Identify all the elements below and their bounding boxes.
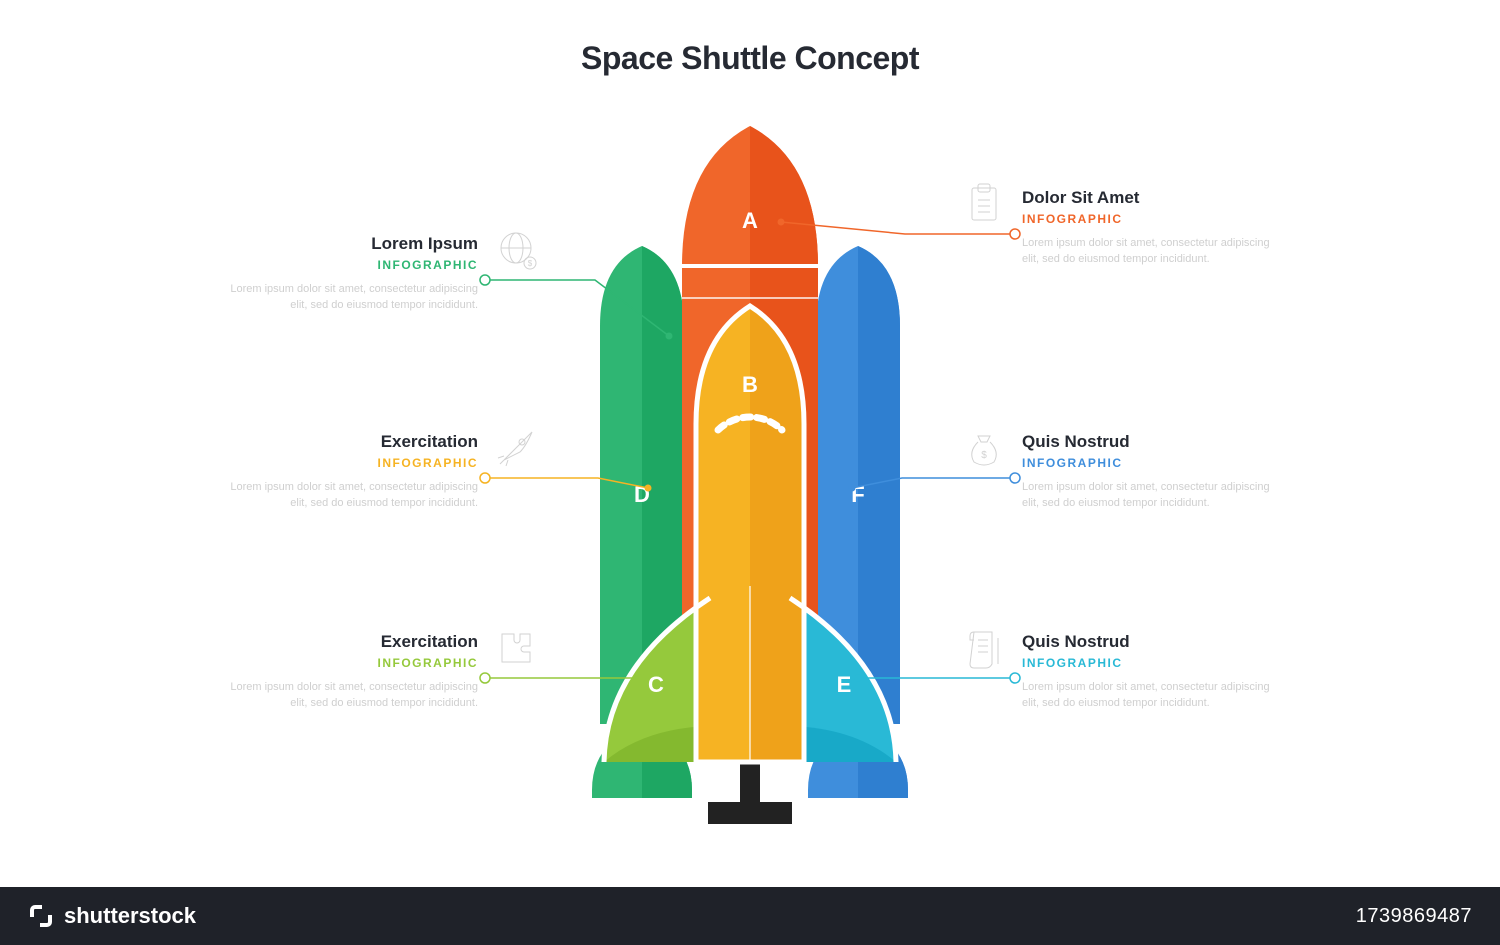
part-letter-f: F (851, 482, 864, 507)
puzzle-icon (492, 624, 540, 672)
callout-subtitle: INFOGRAPHIC (218, 456, 478, 470)
shuttle-graphic: A B C D E F (540, 126, 960, 846)
callout-a: Dolor Sit Amet INFOGRAPHIC Lorem ipsum dol… (1022, 188, 1282, 268)
callout-body: Lorem ipsum dolor sit amet, consectetur … (218, 282, 478, 314)
scroll-icon (960, 624, 1008, 672)
callout-subtitle: INFOGRAPHIC (1022, 656, 1282, 670)
part-letter-e: E (837, 672, 852, 697)
callout-subtitle: INFOGRAPHIC (218, 656, 478, 670)
callout-body: Lorem ipsum dolor sit amet, consectetur … (1022, 480, 1282, 512)
callout-subtitle: INFOGRAPHIC (1022, 212, 1282, 226)
globe-icon: $ (492, 226, 540, 274)
svg-text:$: $ (981, 450, 987, 461)
engine-block (708, 762, 792, 824)
callout-c: Exercitation INFOGRAPHIC Lorem ipsum dolor… (218, 432, 478, 512)
callout-body: Lorem ipsum dolor sit amet, consectetur … (1022, 236, 1282, 268)
part-letter-c: C (648, 672, 664, 697)
callout-f: $Quis NostrudINFOGRAPHICLorem ipsum dolo… (1022, 432, 1282, 512)
stage: Space Shuttle Concept (0, 0, 1500, 945)
rocket-icon (492, 424, 540, 472)
footer-brand: shutterstock (28, 903, 196, 929)
callout-title: Quis Nostrud (1022, 432, 1282, 452)
callout-wingl: Exercitation INFOGRAPHIC Lorem ipsum dolor… (218, 632, 478, 712)
brand-icon (28, 903, 54, 929)
callout-body: Lorem ipsum dolor sit amet, consectetur … (218, 680, 478, 712)
callout-subtitle: INFOGRAPHIC (1022, 456, 1282, 470)
callout-title: Lorem Ipsum (218, 234, 478, 254)
callout-title: Quis Nostrud (1022, 632, 1282, 652)
callout-body: Lorem ipsum dolor sit amet, consectetur … (1022, 680, 1282, 712)
footer-bar: shutterstock 1739869487 (0, 887, 1500, 945)
callout-title: Exercitation (218, 432, 478, 452)
callout-body: Lorem ipsum dolor sit amet, consectetur … (218, 480, 478, 512)
callout-title: Dolor Sit Amet (1022, 188, 1282, 208)
moneybag-icon: $ (960, 424, 1008, 472)
callout-e: Quis Nostrud INFOGRAPHIC Lorem ipsum dolor… (1022, 632, 1282, 712)
callout-d: $Lorem IpsumINFOGRAPHICLorem ipsum dolor… (218, 234, 478, 314)
page-title: Space Shuttle Concept (0, 40, 1500, 77)
svg-text:$: $ (528, 259, 533, 268)
clipboard-icon (960, 180, 1008, 228)
part-letter-a: A (742, 208, 758, 233)
footer-brand-text: shutterstock (64, 903, 196, 929)
footer-id: 1739869487 (1356, 905, 1472, 928)
callout-subtitle: INFOGRAPHIC (218, 258, 478, 272)
part-letter-d: D (634, 482, 650, 507)
callout-title: Exercitation (218, 632, 478, 652)
part-letter-b: B (742, 372, 758, 397)
